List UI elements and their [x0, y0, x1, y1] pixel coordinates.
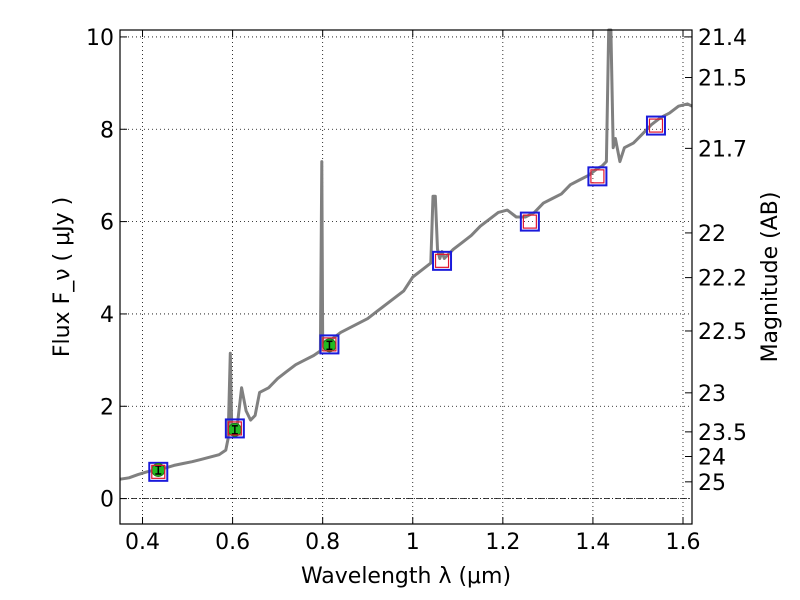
y-tick-label: 10: [86, 26, 114, 51]
model-spectrum-line: [119, 28, 693, 481]
x-axis-label: Wavelength λ (μm): [301, 564, 511, 589]
filter-square: [519, 211, 540, 232]
x-tick-label: 0.6: [215, 530, 250, 555]
mag-tick-label: 21.5: [698, 67, 747, 92]
model-square: [590, 169, 605, 184]
model-square: [522, 214, 537, 229]
model-square: [151, 464, 166, 479]
x-tick-label: 0.4: [125, 530, 160, 555]
filter-square: [645, 115, 666, 136]
y-tick-label: 8: [100, 118, 114, 143]
mag-tick-label: 21.7: [698, 137, 747, 162]
filter-square: [432, 250, 453, 271]
photometry-points: [148, 115, 666, 482]
y-axis-label: Flux F_ν ( μJy ): [50, 197, 75, 357]
y-tick-label: 4: [100, 303, 114, 328]
x-tick-label: 1.6: [665, 530, 700, 555]
mag-tick-label: 22: [698, 222, 726, 247]
model-square: [648, 118, 664, 133]
model-square: [227, 421, 242, 436]
mag-tick-label: 22.2: [698, 267, 747, 292]
y-tick-label: 6: [100, 211, 114, 236]
mag-tick-label: 22.5: [698, 320, 747, 345]
mag-tick-label: 21.4: [698, 26, 747, 51]
y-tick-label: 2: [100, 395, 114, 420]
mag-tick-label: 23.5: [698, 421, 747, 446]
x-tick-label: 1: [406, 530, 420, 555]
model-square: [322, 337, 337, 352]
mag-tick-label: 25: [698, 471, 726, 496]
filter-square: [148, 461, 169, 482]
model-square: [434, 253, 450, 268]
filter-square: [587, 166, 608, 187]
x-tick-label: 1.2: [485, 530, 520, 555]
plot-frame: [119, 29, 693, 525]
y-axis-right-label: Magnitude (AB): [758, 192, 783, 363]
y-tick-label: 0: [100, 488, 114, 513]
filter-square: [319, 334, 340, 355]
x-tick-label: 1.4: [575, 530, 610, 555]
mag-tick-label: 23: [698, 382, 726, 407]
filter-square: [224, 418, 245, 439]
x-tick-label: 0.8: [305, 530, 340, 555]
mag-tick-label: 24: [698, 445, 726, 470]
